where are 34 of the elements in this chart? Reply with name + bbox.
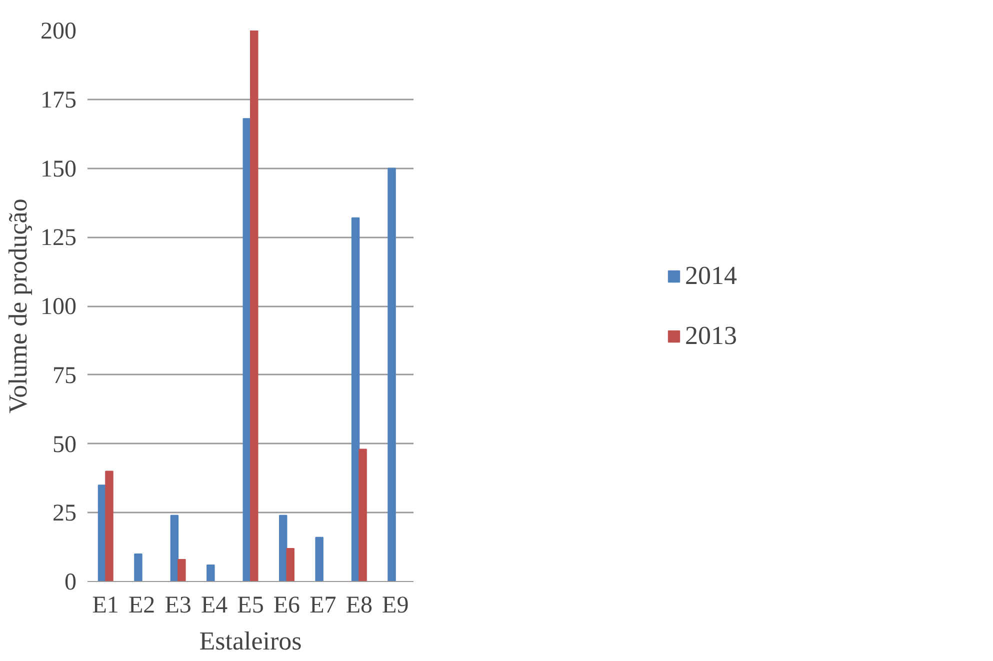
legend-label: 2013 [685,320,737,350]
y-tick-label: 50 [52,432,76,458]
y-tick-label: 200 [40,18,76,44]
x-tick-label: E3 [164,592,192,618]
bar [388,168,396,582]
y-tick-label: 150 [40,156,76,182]
x-axis-title: Estaleiros [199,626,302,656]
x-tick-label: E9 [382,592,409,618]
x-tick-label: E6 [273,592,300,618]
bar [170,514,179,582]
x-tick-label: E2 [128,592,156,618]
bar [134,553,142,582]
x-tick-label: E1 [92,592,119,618]
y-tick-label: 0 [64,570,76,596]
bar [286,548,294,582]
x-tick-label: E7 [310,592,336,618]
bar [278,514,288,582]
y-axis-title: Volume de produção [4,198,32,414]
legend-label: 2014 [685,260,737,290]
bar [315,536,324,582]
x-tick-label: E4 [200,592,228,618]
bar [351,217,360,582]
y-tick-label: 125 [40,225,76,252]
bar [206,564,215,582]
bar [105,470,114,582]
y-tick-label: 25 [52,500,76,527]
bar [250,30,258,582]
y-tick-label: 100 [40,294,76,320]
x-tick-label: E8 [346,592,373,618]
y-tick-label: 75 [52,362,76,389]
bar [178,558,186,582]
bar [358,448,367,582]
y-tick-label: 175 [40,87,76,114]
x-tick-label: E5 [237,592,264,618]
